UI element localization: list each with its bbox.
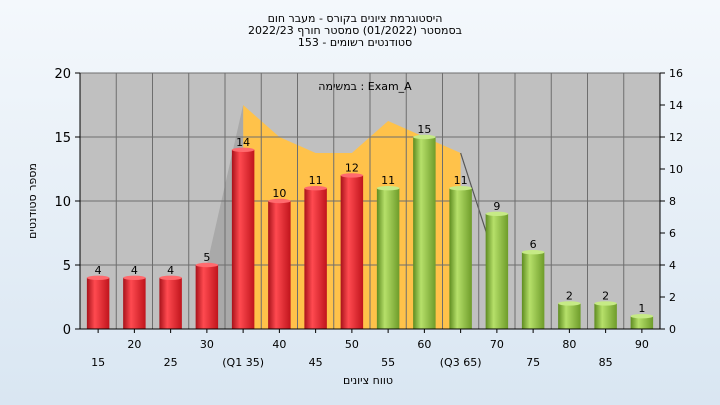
x-tick-label: 15	[91, 356, 105, 369]
bar	[231, 149, 255, 329]
y-tick-label: 10	[54, 195, 71, 210]
bar	[558, 303, 581, 329]
bar	[413, 137, 436, 329]
x-tick-label: 50	[345, 338, 359, 351]
x-tick-label: 75	[526, 356, 540, 369]
data-label: 11	[309, 174, 323, 187]
data-label: 6	[530, 238, 537, 251]
bar	[86, 277, 110, 329]
data-label: 14	[236, 136, 250, 149]
y2-tick-label: 2	[669, 291, 676, 304]
x-tick-label: 55	[381, 356, 395, 369]
y2-tick-label: 8	[669, 195, 676, 208]
data-labels: 4 4 4 5 14 10 11 12 11 15 11 9 6 2 2 1 במשימה : Exam_A	[95, 80, 646, 315]
bar-cap	[123, 275, 146, 280]
bar	[485, 213, 509, 329]
bars	[86, 134, 654, 329]
x-tick-label: (Q3 65)	[440, 356, 482, 369]
x-tick-label: 40	[272, 338, 286, 351]
bar-cap	[558, 301, 581, 306]
x-tick-label: 30	[200, 338, 214, 351]
bar-cap	[304, 186, 327, 191]
chart-title: היסטוגרמת ציונים בקורס - מעבר חוםבסמסטר …	[248, 12, 462, 49]
x-tick-label: 60	[417, 338, 431, 351]
data-label: 11	[454, 174, 468, 187]
bar	[449, 188, 472, 329]
bar-cap	[231, 147, 255, 152]
bar	[123, 277, 146, 329]
x-tick-label: 25	[164, 356, 178, 369]
bar	[195, 265, 219, 329]
x-tick-label: 85	[599, 356, 613, 369]
data-label: 4	[167, 264, 174, 277]
bar	[340, 175, 364, 329]
bar-cap	[268, 198, 291, 204]
x-tick-label: 70	[490, 338, 504, 351]
y-tick-label: 15	[54, 131, 71, 146]
x-tick-label: (Q1 35)	[222, 356, 264, 369]
y-tick-label: 5	[63, 259, 71, 274]
y-tick-label: 0	[63, 323, 71, 338]
y2-tick-label: 14	[669, 99, 683, 112]
data-label: 12	[345, 161, 359, 174]
bar	[521, 252, 545, 329]
bar	[630, 316, 654, 329]
data-label: 1	[638, 302, 645, 315]
data-label: 4	[131, 264, 138, 277]
bar	[376, 188, 400, 329]
data-label: 10	[272, 187, 286, 200]
bar-cap	[521, 250, 545, 255]
title-line: סטודנטים רשומים - 153	[298, 36, 412, 49]
y2-tick-label: 0	[669, 323, 676, 336]
x-tick-label: 80	[562, 338, 576, 351]
x-tick-label: 45	[309, 356, 323, 369]
y2-tick-label: 12	[669, 131, 683, 144]
y2-tick-label: 10	[669, 163, 683, 176]
bar-cap	[159, 275, 182, 280]
data-label: 5	[203, 251, 210, 264]
x-tick-label: 20	[127, 338, 141, 351]
bar-cap	[340, 173, 364, 178]
bar	[594, 303, 617, 329]
bar-cap	[86, 275, 110, 280]
data-label: 2	[602, 289, 609, 302]
y2-tick-label: 16	[669, 67, 683, 80]
x-axis-label: טווח ציונים	[343, 374, 393, 387]
data-label: 2	[566, 289, 573, 302]
y2-tick-label: 6	[669, 227, 676, 240]
bar-cap	[449, 186, 472, 191]
bar-cap	[594, 301, 617, 306]
y-axis-label: מספר סטודנטים	[26, 163, 39, 239]
data-label: 4	[95, 264, 102, 277]
y-tick-label: 20	[54, 67, 71, 82]
bar-cap	[195, 262, 219, 268]
title-line: בסמסטר (01/2022) סמסטר חורף 2022/23	[248, 24, 462, 37]
bar-cap	[413, 134, 436, 140]
data-label: 11	[381, 174, 395, 187]
x-tick-label: 90	[635, 338, 649, 351]
bar	[304, 188, 327, 329]
bar-cap	[485, 211, 509, 216]
bar-cap	[376, 186, 400, 191]
data-label: 9	[493, 200, 500, 213]
bar	[159, 277, 182, 329]
y2-tick-label: 4	[669, 259, 676, 272]
bar-cap	[630, 314, 654, 319]
bar	[268, 201, 291, 329]
title-line: היסטוגרמת ציונים בקורס - מעבר חום	[268, 12, 443, 25]
annotation-label: במשימה : Exam_A	[318, 80, 412, 93]
data-label: 15	[417, 123, 431, 136]
